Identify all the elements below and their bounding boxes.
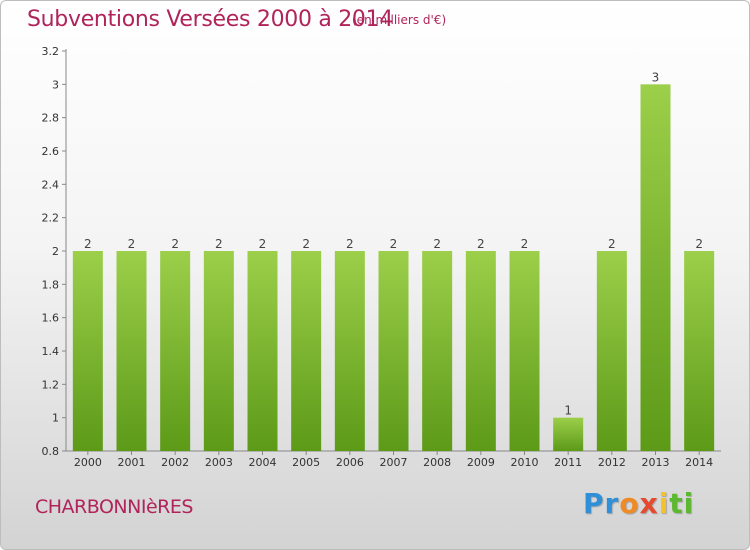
logo-part-4: i [658, 487, 670, 520]
data-label: 2 [259, 237, 267, 251]
data-label: 2 [521, 237, 529, 251]
bar [116, 251, 147, 451]
x-tick-label: 2007 [380, 456, 408, 469]
bar [640, 84, 671, 451]
commune-name: CHARBONNIèRES [35, 496, 193, 518]
x-tick-label: 2003 [205, 456, 233, 469]
bar [291, 251, 322, 451]
logo-part-3: x [639, 487, 659, 520]
x-tick-label: 2012 [598, 456, 626, 469]
data-label: 2 [477, 237, 485, 251]
y-tick-label: 3.2 [42, 45, 60, 58]
bar [509, 251, 540, 451]
bar [72, 251, 103, 451]
y-tick-label: 3 [52, 78, 59, 91]
data-label: 2 [433, 237, 441, 251]
data-label: 1 [564, 404, 572, 418]
y-tick-label: 2.2 [42, 212, 60, 225]
x-tick-label: 2005 [292, 456, 320, 469]
y-tick-label: 1.8 [42, 278, 60, 291]
data-label: 2 [171, 237, 179, 251]
data-label: 2 [608, 237, 616, 251]
y-tick-label: 2.4 [42, 178, 60, 191]
y-tick-label: 0.8 [42, 445, 60, 458]
x-tick-label: 2014 [685, 456, 713, 469]
x-tick-label: 2011 [554, 456, 582, 469]
x-tick-label: 2002 [161, 456, 189, 469]
bar [160, 251, 191, 451]
chart-subtitle: (en milliers d'€) [352, 13, 447, 27]
y-tick-label: 1.6 [42, 312, 60, 325]
x-tick-label: 2006 [336, 456, 364, 469]
x-tick-label: 2009 [467, 456, 495, 469]
bar [465, 251, 496, 451]
bar [684, 251, 715, 451]
y-tick-label: 2.8 [42, 112, 60, 125]
data-label: 2 [695, 237, 703, 251]
bar [596, 251, 627, 451]
x-tick-label: 2008 [423, 456, 451, 469]
data-label: 2 [346, 237, 354, 251]
data-label: 2 [84, 237, 92, 251]
logo-part-5: ti [669, 487, 695, 520]
data-label: 2 [390, 237, 398, 251]
x-tick-label: 2001 [118, 456, 146, 469]
bar [553, 417, 584, 451]
bar [334, 251, 365, 451]
y-tick-label: 2.6 [42, 145, 60, 158]
bar [203, 251, 234, 451]
x-tick-label: 2010 [511, 456, 539, 469]
y-tick-label: 1.4 [42, 345, 60, 358]
bar [378, 251, 409, 451]
y-tick-label: 1.2 [42, 378, 60, 391]
data-label: 3 [652, 70, 660, 84]
bar [247, 251, 278, 451]
chart-title: Subventions Versées 2000 à 2014 [27, 7, 394, 32]
x-tick-label: 2004 [249, 456, 277, 469]
y-tick-label: 2 [52, 245, 59, 258]
logo-part-2: o [619, 487, 640, 520]
x-tick-label: 2013 [642, 456, 670, 469]
x-tick-label: 2000 [74, 456, 102, 469]
y-tick-label: 1 [52, 412, 59, 425]
proxiti-logo: Proxiti [583, 487, 694, 520]
logo-part-1: Pr [583, 487, 620, 520]
data-label: 2 [128, 237, 136, 251]
data-label: 2 [302, 237, 310, 251]
bar [422, 251, 453, 451]
data-label: 2 [215, 237, 223, 251]
